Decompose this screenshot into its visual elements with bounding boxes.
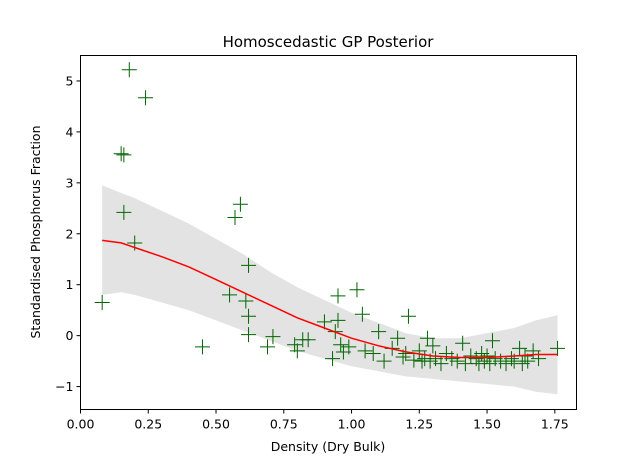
data-point: [425, 338, 441, 354]
axes-frame: [80, 55, 577, 410]
data-point: [341, 339, 357, 355]
data-point: [325, 351, 341, 367]
x-tick-label: 0.25: [134, 417, 162, 432]
data-point: [455, 335, 471, 351]
y-axis-label: Standardised Phosphorus Fraction: [28, 125, 43, 338]
data-point: [222, 287, 238, 303]
plot-area: [94, 62, 566, 395]
data-point: [376, 353, 392, 369]
x-tick-label: 1.25: [405, 417, 433, 432]
data-point: [365, 345, 381, 361]
data-point: [411, 343, 427, 359]
data-point: [354, 306, 370, 322]
data-point: [232, 196, 248, 212]
data-point: [406, 352, 422, 368]
data-point: [479, 348, 495, 364]
data-point: [390, 330, 406, 346]
data-point: [419, 330, 435, 346]
data-point: [357, 343, 373, 359]
x-tick-label: 1.75: [541, 417, 569, 432]
data-point: [121, 62, 137, 78]
y-tick-label: −1: [55, 379, 73, 394]
x-tick-label: 0.75: [270, 417, 298, 432]
chart-title: Homoscedastic GP Posterior: [223, 33, 435, 51]
axis-ticks: 0.00 0.25 0.50 0.75 1.00 1.25 1.50 1.75 −1 0 1 2 3 4 5: [55, 73, 569, 431]
x-tick-label: 1.50: [473, 417, 501, 432]
data-point: [116, 204, 132, 220]
data-point: [289, 343, 305, 359]
data-point: [113, 146, 129, 162]
data-point: [349, 282, 365, 298]
y-tick-label: 3: [66, 175, 74, 190]
data-point: [241, 308, 257, 324]
data-point: [330, 312, 346, 328]
data-point: [94, 295, 110, 311]
data-point: [241, 327, 257, 343]
y-tick-label: 0: [66, 328, 74, 343]
y-tick-label: 4: [66, 124, 74, 139]
data-point: [330, 288, 346, 304]
y-tick-label: 2: [66, 226, 74, 241]
x-axis-label: Density (Dry Bulk): [271, 439, 386, 454]
data-point: [400, 308, 416, 324]
data-point: [398, 345, 414, 361]
data-point: [333, 337, 349, 353]
confidence-band: [102, 185, 558, 395]
x-tick-label: 0.00: [67, 417, 95, 432]
data-point: [520, 353, 536, 369]
data-point: [260, 339, 276, 355]
data-point: [503, 351, 519, 367]
data-point: [287, 337, 303, 353]
data-point: [238, 293, 254, 309]
data-point: [138, 90, 154, 106]
data-point: [484, 333, 500, 349]
posterior-mean-line: [102, 239, 558, 359]
data-point: [550, 340, 566, 356]
y-tick-label: 1: [66, 277, 74, 292]
x-tick-label: 1.00: [338, 417, 366, 432]
data-point: [512, 340, 528, 356]
data-point: [116, 147, 132, 163]
data-point: [227, 209, 243, 225]
data-point: [457, 356, 473, 372]
data-point: [265, 329, 281, 345]
x-tick-label: 0.50: [202, 417, 230, 432]
data-point: [531, 351, 547, 367]
data-point: [449, 353, 465, 369]
data-point: [194, 339, 210, 355]
data-point: [525, 343, 541, 359]
data-point: [300, 332, 316, 348]
y-tick-label: 5: [66, 73, 74, 88]
data-point: [433, 356, 449, 372]
data-point: [241, 257, 257, 273]
data-point: [316, 314, 332, 330]
data-point: [371, 324, 387, 340]
